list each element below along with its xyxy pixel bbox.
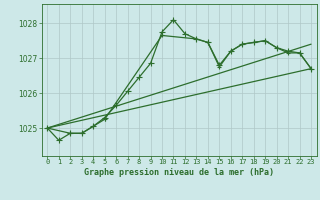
- X-axis label: Graphe pression niveau de la mer (hPa): Graphe pression niveau de la mer (hPa): [84, 168, 274, 177]
